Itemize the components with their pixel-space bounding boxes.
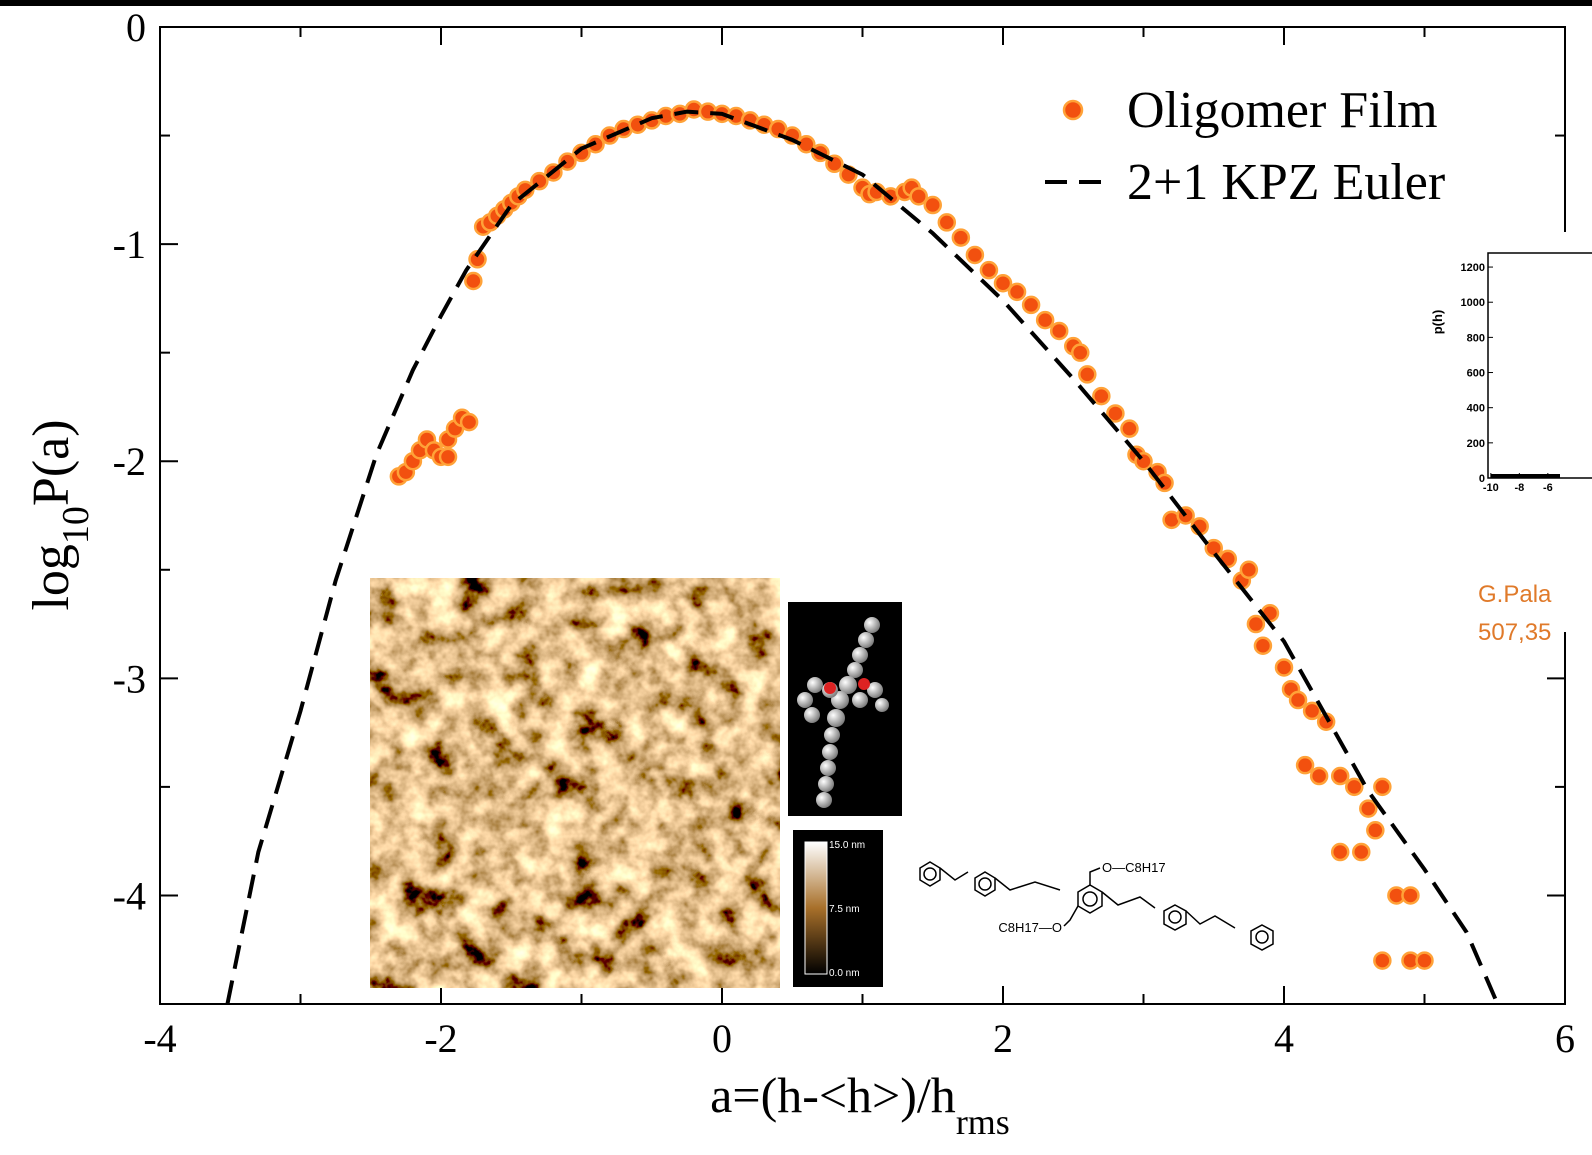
axes: -4 -2 0 2 4 6 0 -1 -2 -3 -4 a=(h-<h>)/hrms log10P(a)	[23, 5, 1575, 1142]
data-point	[993, 273, 1013, 293]
data-point	[1155, 473, 1174, 493]
x-tick-label: 4	[1274, 1016, 1294, 1061]
x-tick-label: 6	[1555, 1016, 1575, 1061]
data-point	[1007, 282, 1027, 302]
y-axis-label-rest: P(a)	[23, 419, 80, 506]
data-point	[1345, 777, 1364, 797]
data-point	[951, 228, 971, 247]
colorbar-label: 7.5 nm	[829, 904, 860, 915]
colorbar: 15.0 nm 7.5 nm 0.0 nm	[793, 830, 883, 987]
side-inset: 1200 1000 800 600 400 200 0-10 -8 -6 p(h)	[1430, 252, 1592, 494]
data-point	[1401, 886, 1420, 905]
data-point	[1352, 842, 1371, 862]
y-tick-label: -4	[113, 873, 146, 918]
side-x-tick-label: -10	[1483, 482, 1499, 494]
x-axis-label: a=(h-<h>)/hrms	[710, 1067, 1010, 1142]
side-y-tick-label: 0	[1479, 473, 1485, 485]
y-tick-label: -3	[113, 656, 146, 701]
colorbar-scale	[804, 841, 828, 975]
data-point	[923, 195, 942, 215]
data-point	[1288, 690, 1308, 710]
data-point	[1246, 614, 1266, 634]
data-point	[1120, 419, 1139, 438]
plot-area	[225, 100, 1500, 1004]
y-tick-label: -2	[113, 439, 146, 484]
data-point	[1078, 365, 1097, 384]
x-tick-label: 0	[712, 1016, 732, 1061]
data-point	[1106, 404, 1125, 423]
data-point	[1330, 842, 1350, 862]
side-y-tick-label: 400	[1467, 403, 1485, 415]
afm-texture	[370, 578, 780, 988]
data-point	[1366, 821, 1385, 840]
data-point	[909, 187, 928, 206]
chem-label: C8H17—O	[998, 920, 1062, 935]
data-point	[1415, 951, 1434, 970]
molecule-image	[788, 602, 902, 816]
chem-label: O—C8H17	[1102, 860, 1166, 875]
data-point	[1021, 295, 1041, 315]
data-point	[1049, 321, 1069, 341]
side-y-tick-label: 1000	[1461, 297, 1485, 309]
colorbar-label: 0.0 nm	[829, 968, 860, 979]
data-point	[1373, 777, 1392, 797]
side-y-tick-label: 800	[1467, 332, 1485, 344]
x-tick-label: -2	[424, 1016, 457, 1061]
data-point	[1309, 766, 1329, 786]
y-axis-label-sub: 10	[55, 506, 97, 544]
side-inset-bg	[1440, 232, 1592, 632]
y-axis-label: log10P(a)	[23, 419, 97, 610]
kpz-curve	[225, 109, 1500, 1004]
legend: Oligomer Film 2+1 KPZ Euler	[1045, 82, 1445, 211]
legend-marker	[1062, 99, 1084, 121]
data-point	[438, 447, 458, 467]
x-tick-label: 2	[993, 1016, 1013, 1061]
x-axis-label-main: a=(h-<h>)/h	[710, 1067, 956, 1123]
legend-label: 2+1 KPZ Euler	[1127, 154, 1445, 211]
data-point	[979, 260, 999, 280]
side-y-tick-label: 1200	[1461, 262, 1485, 274]
data-point	[965, 245, 985, 265]
side-x-tick-label: -6	[1543, 482, 1553, 494]
x-axis-label-sub: rms	[956, 1102, 1010, 1142]
data-point	[1092, 386, 1111, 406]
top-band	[0, 0, 1592, 6]
data-point	[1359, 799, 1378, 818]
data-point	[937, 213, 957, 232]
data-point	[1253, 636, 1273, 656]
citation: G.Pala	[1478, 581, 1552, 608]
data-point	[1204, 538, 1223, 558]
data-point	[1035, 310, 1055, 330]
data-point	[1302, 701, 1322, 721]
y-axis-label-main: log	[23, 544, 80, 610]
side-x-tick-label: -8	[1514, 482, 1524, 494]
side-y-label: p(h)	[1430, 310, 1445, 335]
data-point	[1239, 560, 1259, 580]
atom-o	[824, 682, 836, 694]
data-point	[459, 412, 479, 432]
data-point	[464, 271, 483, 291]
colorbar-label: 15.0 nm	[829, 840, 865, 851]
atoms	[797, 617, 889, 808]
y-tick-label: -1	[113, 222, 146, 267]
y-tick-label: 0	[126, 5, 146, 50]
side-y-tick-label: 200	[1467, 438, 1485, 450]
chemical-structure	[919, 861, 1274, 951]
citation: 507,35	[1478, 619, 1551, 646]
legend-label: Oligomer Film	[1127, 82, 1438, 139]
data-point	[1373, 951, 1392, 970]
x-tick-label: -4	[143, 1016, 176, 1061]
data-point	[1330, 766, 1350, 786]
data-point	[1071, 343, 1090, 362]
afm-image	[370, 578, 780, 988]
side-y-tick-label: 600	[1467, 368, 1485, 380]
data-point	[1274, 658, 1294, 677]
data-point	[1295, 755, 1315, 775]
atom-o	[858, 678, 870, 690]
